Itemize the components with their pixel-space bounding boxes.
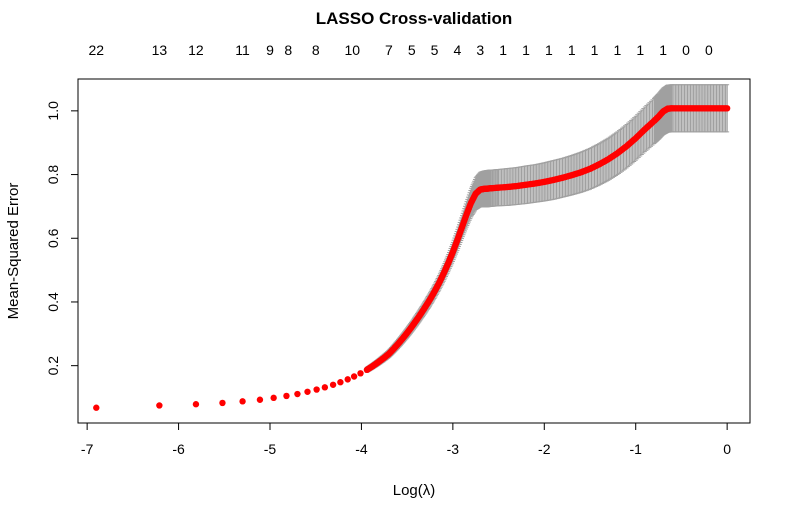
top-tick-label: 7 [385, 42, 393, 58]
mse-point [344, 376, 351, 383]
mse-point [321, 384, 329, 391]
top-tick-label: 9 [266, 42, 274, 58]
top-tick-label: 11 [235, 42, 250, 58]
x-tick-label: -5 [264, 441, 277, 457]
mse-point [329, 381, 337, 388]
x-axis-label: Log(λ) [393, 482, 436, 499]
top-tick-label: 1 [614, 42, 622, 58]
mse-point [357, 370, 364, 377]
chart-title: LASSO Cross-validation [316, 9, 512, 28]
top-tick-label: 4 [454, 42, 462, 58]
top-tick-label: 5 [408, 42, 416, 58]
mse-point [93, 404, 100, 411]
top-tick-label: 3 [476, 42, 484, 58]
x-tick-label: -1 [629, 441, 642, 457]
y-tick-label: 0.2 [45, 356, 61, 376]
top-tick-label: 0 [682, 42, 690, 58]
top-tick-label: 12 [188, 42, 204, 58]
top-tick-label: 1 [545, 42, 553, 58]
mse-point [239, 398, 246, 405]
top-tick-label: 10 [344, 42, 360, 58]
y-axis: 0.2 0.4 0.6 0.8 1.0 [45, 101, 79, 376]
top-tick-label: 1 [636, 42, 644, 58]
y-tick-label: 0.4 [45, 292, 61, 312]
top-axis-nonzero-counts: 22 13 12 11 9 8 8 10 7 5 5 4 3 1 1 1 1 1 1 1 1 0 0 [88, 42, 712, 58]
top-tick-label: 8 [284, 42, 292, 58]
mse-point [283, 392, 290, 400]
top-tick-label: 8 [312, 42, 320, 58]
mse-point [219, 399, 226, 407]
y-axis-label: Mean-Squared Error [5, 183, 22, 320]
y-tick-label: 0.8 [45, 165, 61, 185]
x-tick-label: -2 [538, 441, 551, 457]
mse-point [723, 105, 731, 112]
top-tick-label: 13 [152, 42, 168, 58]
top-tick-label: 5 [431, 42, 439, 58]
mse-point [270, 394, 277, 402]
y-tick-label: 1.0 [45, 101, 61, 121]
mse-point [192, 401, 200, 408]
mse-point [337, 379, 344, 386]
mse-point [313, 386, 320, 393]
mse-point [256, 396, 264, 403]
x-tick-label: -3 [447, 441, 460, 457]
top-tick-label: 1 [522, 42, 530, 58]
x-tick-label: -4 [355, 441, 368, 457]
x-axis: -7 -6 -5 -4 -3 -2 -1 0 [81, 422, 731, 457]
mse-point [156, 402, 163, 409]
mse-points [93, 105, 731, 411]
mse-point [294, 390, 301, 398]
top-tick-label: 1 [659, 42, 667, 58]
y-tick-label: 0.6 [45, 228, 61, 248]
error-bars [322, 84, 730, 389]
top-tick-label: 1 [568, 42, 576, 58]
x-tick-label: -6 [172, 441, 185, 457]
top-tick-label: 1 [591, 42, 599, 58]
top-tick-label: 0 [705, 42, 713, 58]
mse-point [304, 388, 311, 395]
x-tick-label: -7 [81, 441, 94, 457]
top-tick-label: 1 [499, 42, 507, 58]
mse-point [350, 373, 358, 380]
x-tick-label: 0 [723, 441, 731, 457]
top-tick-label: 22 [88, 42, 104, 58]
